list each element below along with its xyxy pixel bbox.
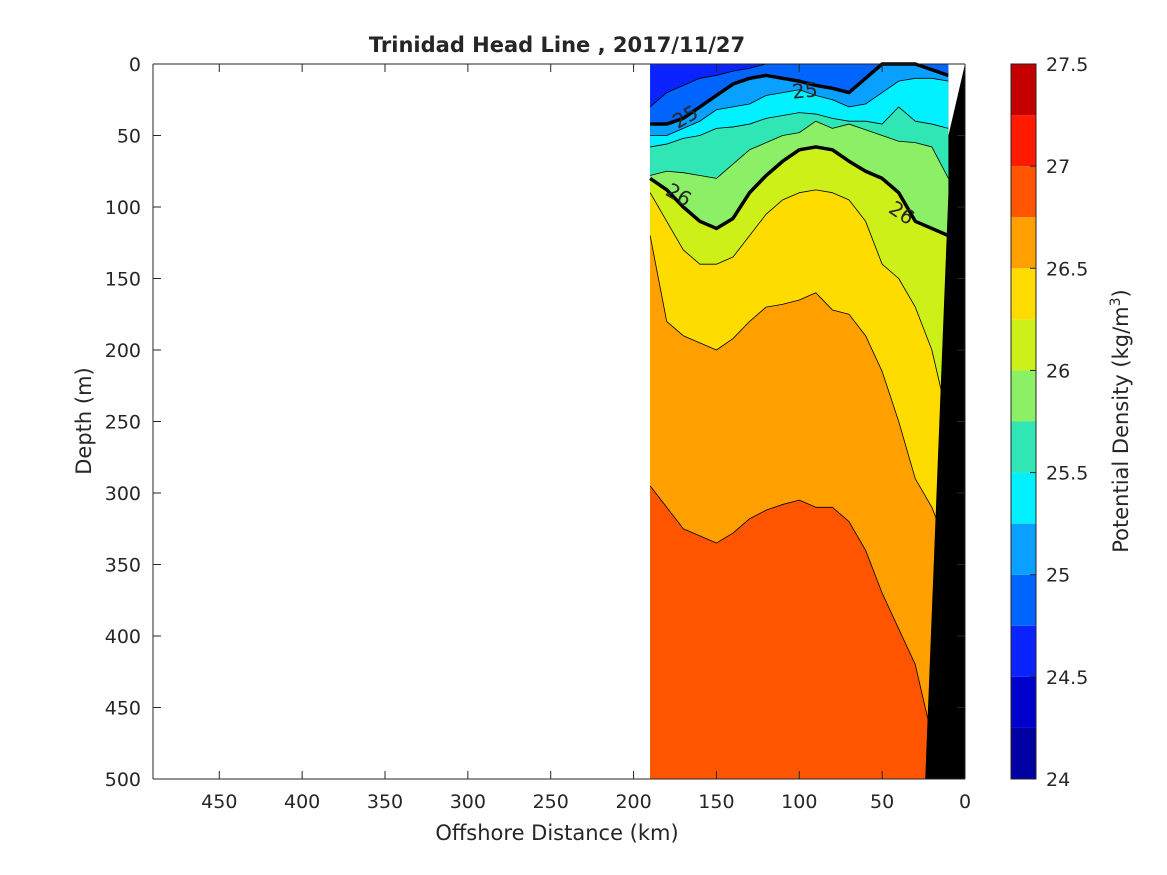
- isopycnal-line: [649, 189, 949, 422]
- colorbar-swatch: [1011, 370, 1036, 422]
- colorbar-swatch: [1011, 217, 1036, 269]
- x-tick-label: 350: [367, 791, 403, 813]
- y-tick-label: 0: [129, 54, 141, 76]
- colorbar-swatch: [1011, 64, 1036, 116]
- y-tick-label: 500: [105, 769, 141, 791]
- colorbar-swatch: [1011, 523, 1036, 575]
- colorbar-swatch: [1011, 625, 1036, 677]
- colorbar-tick-label: 25: [1046, 565, 1070, 587]
- colorbar-swatch: [1011, 421, 1036, 473]
- colorbar-tick-label: 26.5: [1046, 258, 1088, 280]
- x-tick-label: 150: [698, 791, 734, 813]
- isopycnal-line: [649, 485, 949, 780]
- y-tick-label: 400: [105, 626, 141, 648]
- x-tick-label: 100: [781, 791, 817, 813]
- isopycnal-line: [650, 77, 949, 136]
- x-tick-label: 300: [450, 791, 486, 813]
- colorbar-swatch: [1011, 115, 1036, 167]
- isopycnal-line: [649, 235, 949, 551]
- colorbar-tick-label: 27.5: [1046, 54, 1088, 76]
- colorbar-swatch: [1011, 166, 1036, 218]
- x-tick-label: 200: [615, 791, 651, 813]
- x-tick-label: 400: [284, 791, 320, 813]
- colorbar-tick-label: 25.5: [1046, 463, 1088, 485]
- colorbar-swatch: [1011, 319, 1036, 371]
- chart-title: Trinidad Head Line , 2017/11/27: [369, 33, 745, 57]
- colorbar-tick-label: 24: [1046, 769, 1070, 791]
- y-tick-label: 450: [105, 698, 141, 720]
- isopycnal-line: [650, 106, 949, 148]
- colorbar-label: Potential Density (kg/m3): [1108, 289, 1133, 553]
- isopycnal-line: [650, 120, 949, 179]
- x-axis-label: Offshore Distance (km): [435, 821, 678, 845]
- colorbar-swatch: [1011, 574, 1036, 626]
- y-tick-label: 150: [105, 269, 141, 291]
- colorbar-tick-label: 24.5: [1046, 667, 1088, 689]
- contour-label: 25: [791, 77, 819, 104]
- y-tick-label: 200: [105, 340, 141, 362]
- colorbar: [1011, 64, 1036, 779]
- x-tick-label: 0: [959, 791, 971, 813]
- colorbar-label-text: Potential Density (kg/m: [1109, 306, 1133, 552]
- y-tick-label: 250: [105, 412, 141, 434]
- colorbar-frame: [1010, 63, 1037, 780]
- y-tick-label: 350: [105, 555, 141, 577]
- y-tick-label: 50: [117, 126, 141, 148]
- density-band: [650, 64, 767, 107]
- colorbar-label-superscript: 3: [1108, 297, 1124, 306]
- seafloor-mask: [925, 64, 965, 779]
- colorbar-swatch: [1011, 268, 1036, 320]
- bold-isopycnal: [649, 145, 950, 238]
- y-axis-label: Depth (m): [72, 367, 96, 474]
- x-tick-label: 50: [870, 791, 894, 813]
- colorbar-swatch: [1011, 472, 1036, 524]
- colorbar-tick-label: 27: [1046, 156, 1070, 178]
- colorbar-tick-label: 26: [1046, 360, 1070, 382]
- x-tick-label: 450: [201, 791, 237, 813]
- density-bands: [650, 64, 949, 780]
- colorbar-label-close: ): [1109, 289, 1133, 297]
- density-band: [650, 485, 949, 779]
- colorbar-swatch: [1011, 727, 1036, 779]
- y-tick-label: 100: [105, 197, 141, 219]
- colorbar-swatch: [1011, 676, 1036, 728]
- y-tick-label: 300: [105, 483, 141, 505]
- x-tick-label: 250: [533, 791, 569, 813]
- seafloor-gap: [948, 64, 965, 136]
